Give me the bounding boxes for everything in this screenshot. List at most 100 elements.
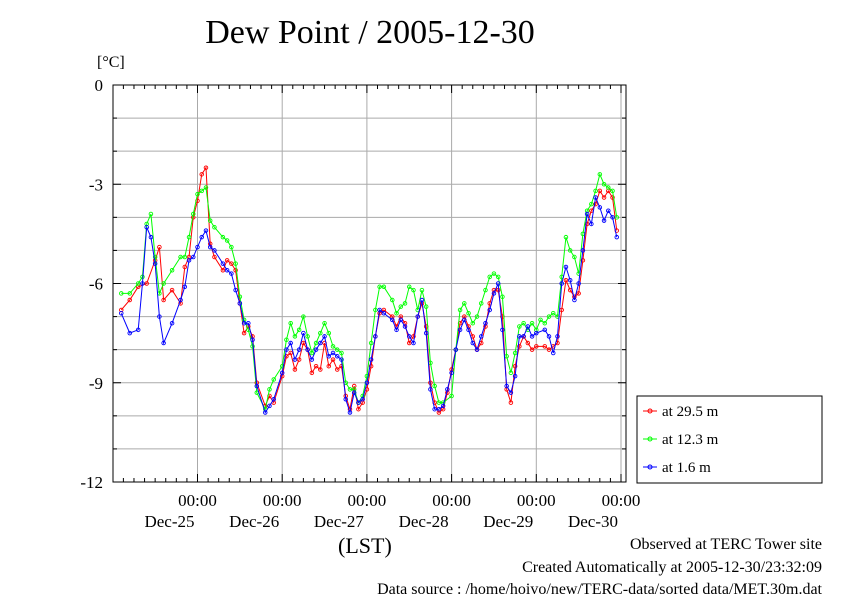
data-point bbox=[457, 307, 463, 313]
data-point bbox=[152, 261, 158, 266]
data-point bbox=[335, 347, 340, 352]
y-axis-unit-label: [°C] bbox=[97, 54, 125, 71]
data-point bbox=[368, 363, 374, 369]
data-point bbox=[373, 334, 378, 339]
data-point bbox=[241, 330, 247, 336]
data-point bbox=[474, 347, 480, 352]
data-point bbox=[483, 287, 488, 293]
data-point bbox=[309, 350, 315, 356]
data-point bbox=[169, 320, 175, 326]
data-point bbox=[398, 304, 404, 309]
data-point bbox=[241, 320, 247, 326]
data-point bbox=[148, 234, 154, 240]
x-axis-label: (LST) bbox=[338, 533, 392, 558]
data-point bbox=[191, 254, 196, 260]
data-point bbox=[487, 274, 492, 280]
data-point bbox=[504, 383, 509, 389]
footer-observed-site: Observed at TERC Tower site bbox=[629, 536, 822, 553]
data-point bbox=[402, 301, 408, 306]
data-point bbox=[220, 261, 226, 266]
data-point bbox=[550, 311, 556, 316]
data-point bbox=[445, 387, 450, 392]
data-point bbox=[436, 406, 442, 412]
data-point bbox=[546, 314, 552, 319]
y-tick-label: -3 bbox=[89, 175, 103, 194]
y-tick-label: 0 bbox=[95, 76, 104, 95]
data-point bbox=[525, 324, 531, 329]
data-point bbox=[246, 320, 251, 326]
data-point bbox=[500, 294, 505, 299]
data-point bbox=[550, 350, 556, 356]
data-point bbox=[360, 397, 365, 402]
data-point bbox=[610, 188, 615, 194]
data-point bbox=[478, 334, 484, 339]
data-point bbox=[601, 218, 607, 223]
data-point bbox=[292, 334, 298, 339]
data-point bbox=[347, 410, 353, 415]
x-tick-label-time: 00:00 bbox=[517, 491, 556, 510]
data-point bbox=[534, 330, 539, 336]
data-point bbox=[411, 334, 416, 339]
data-point bbox=[212, 225, 217, 230]
data-point bbox=[347, 387, 353, 392]
data-point bbox=[296, 327, 302, 333]
data-point bbox=[572, 254, 577, 260]
data-point bbox=[182, 284, 188, 290]
data-point bbox=[127, 291, 132, 296]
data-point bbox=[233, 268, 238, 273]
data-point bbox=[542, 327, 548, 333]
data-point bbox=[195, 244, 200, 250]
data-point bbox=[576, 271, 581, 276]
data-point bbox=[390, 297, 395, 303]
data-point bbox=[161, 297, 166, 303]
data-point bbox=[224, 258, 230, 263]
data-point bbox=[593, 195, 598, 200]
data-point bbox=[546, 347, 552, 352]
data-point bbox=[157, 314, 162, 319]
data-point bbox=[542, 344, 548, 349]
x-tick-label-date: Dec-28 bbox=[399, 512, 449, 531]
data-point bbox=[453, 347, 459, 352]
data-point bbox=[436, 400, 442, 405]
x-tick-label-time: 00:00 bbox=[178, 491, 217, 510]
data-point bbox=[390, 317, 395, 323]
data-point bbox=[339, 357, 344, 362]
data-point bbox=[563, 234, 569, 240]
data-point bbox=[322, 320, 327, 326]
data-point bbox=[212, 248, 217, 253]
data-point bbox=[491, 291, 497, 296]
series-line bbox=[120, 195, 618, 415]
x-tick-label-date: Dec-26 bbox=[229, 512, 279, 531]
data-point bbox=[419, 297, 425, 303]
data-point bbox=[483, 320, 488, 326]
data-point bbox=[534, 344, 539, 349]
data-point bbox=[296, 347, 302, 352]
data-point bbox=[512, 373, 518, 379]
data-point bbox=[318, 367, 323, 372]
data-point bbox=[495, 281, 501, 286]
data-point bbox=[462, 317, 467, 323]
data-point bbox=[466, 311, 471, 316]
data-point bbox=[601, 195, 607, 200]
data-point bbox=[229, 261, 234, 266]
data-point bbox=[398, 317, 404, 323]
data-point bbox=[313, 363, 319, 369]
data-point bbox=[614, 215, 620, 220]
data-point bbox=[212, 254, 217, 260]
data-point bbox=[326, 330, 332, 336]
data-point bbox=[169, 287, 175, 293]
data-point bbox=[407, 334, 412, 339]
data-point bbox=[301, 330, 306, 336]
x-tick-label-time: 00:00 bbox=[263, 491, 302, 510]
data-point bbox=[555, 334, 560, 339]
y-tick-label: -12 bbox=[80, 473, 103, 492]
data-point bbox=[559, 281, 564, 286]
data-point bbox=[567, 248, 573, 253]
chart-title: Dew Point / 2005-12-30 bbox=[205, 14, 535, 51]
data-point bbox=[373, 307, 378, 313]
data-point bbox=[394, 327, 399, 333]
data-point bbox=[542, 320, 548, 326]
data-point bbox=[292, 357, 298, 362]
data-point bbox=[309, 357, 315, 362]
data-point bbox=[411, 287, 416, 293]
